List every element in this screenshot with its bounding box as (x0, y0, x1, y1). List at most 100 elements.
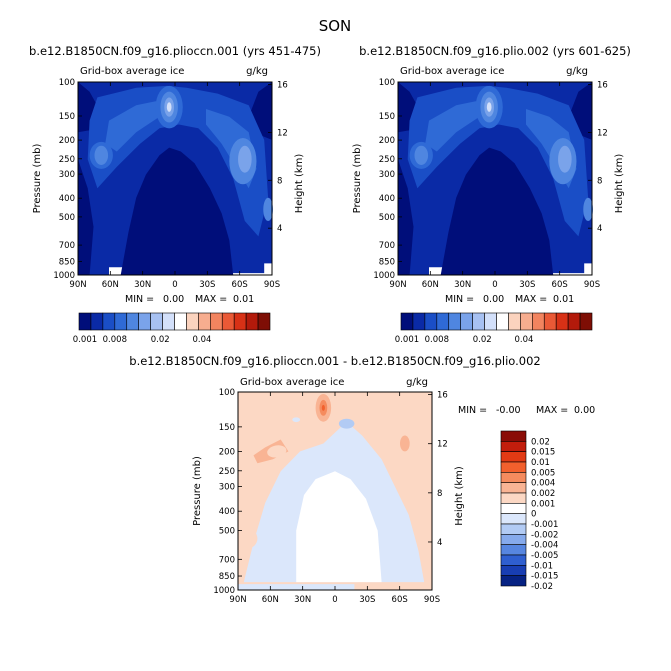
x-tick-label: 30N (134, 280, 151, 290)
x-tick-label: 60N (262, 595, 279, 605)
diff-level-neg-surface (238, 584, 355, 590)
colorbar-label: 0.04 (192, 335, 211, 345)
max-value: 0.01 (553, 294, 574, 305)
colorbar-swatch (496, 312, 509, 331)
colorbar-label: 0.008 (425, 335, 449, 345)
diff-level-neg-north-upper (292, 417, 301, 423)
y-tick-label: 400 (379, 194, 395, 204)
colorbar-label: 0.01 (531, 458, 550, 468)
y-tick-label: 500 (59, 213, 75, 223)
contour-level-0-north-pole (78, 159, 94, 275)
colorbar-swatch (162, 312, 175, 331)
colorbar-swatch (436, 312, 450, 331)
colorbar-swatch (221, 312, 235, 331)
colorbar-label: -0.002 (531, 530, 558, 540)
y-right-tick-label: 16 (277, 80, 288, 90)
colorbar-swatch (186, 312, 199, 331)
colorbar-label: 0.004 (531, 479, 555, 489)
y-tick-label: 250 (219, 467, 235, 477)
y-tick-label: 250 (59, 155, 75, 165)
y-tick-label: 100 (59, 78, 75, 88)
units-label: g/kg (566, 66, 588, 77)
contour-level-7-equator (486, 102, 492, 112)
colorbar-swatch (500, 534, 527, 545)
max-value: 0.01 (233, 294, 254, 305)
colorbar-label: -0.01 (531, 561, 553, 571)
y-tick-label: 300 (219, 482, 235, 492)
chart-panel-1: b.e12.B1850CN.f09_g16.plioccn.001 (yrs 4… (29, 44, 321, 345)
x-tick-label: 90S (264, 280, 280, 290)
field-name-label: Grid-box average ice (240, 377, 344, 388)
x-tick-label: 60S (552, 280, 568, 290)
y-tick-label: 700 (379, 241, 395, 251)
colorbar-swatch (500, 492, 527, 504)
contour-level-0-south-upper (248, 82, 272, 140)
colorbar-label: -0.02 (531, 582, 553, 592)
contour-level-0-north-pole (398, 159, 414, 275)
contour-level-4-south-pole (583, 197, 593, 221)
chart-panel-3: b.e12.B1850CN.f09_g16.plioccn.001 - b.e1… (129, 354, 595, 605)
colorbar-swatch (520, 312, 533, 331)
colorbar-swatch (174, 312, 187, 331)
colorbar-swatch (472, 312, 485, 331)
colorbar-swatch (126, 312, 139, 331)
x-tick-label: 60N (102, 280, 119, 290)
colorbar-swatch (424, 312, 438, 331)
y-tick-label: 850 (59, 257, 75, 267)
colorbar-swatch (198, 312, 211, 331)
colorbar-swatch (579, 312, 593, 331)
colorbar-label: 0.02 (151, 335, 170, 345)
colorbar-swatch (500, 523, 527, 535)
y-tick-label: 200 (59, 136, 75, 146)
chart-panel-2: b.e12.B1850CN.f09_g16.plio.002 (yrs 601-… (352, 44, 631, 345)
colorbar-label: 0.02 (531, 437, 550, 447)
x-tick-label: 90S (424, 595, 440, 605)
y-tick-label: 400 (219, 507, 235, 517)
colorbar-label: 0.002 (531, 489, 555, 499)
colorbar-swatch (543, 312, 557, 331)
min-value: -0.00 (496, 405, 521, 416)
colorbar-swatch (412, 312, 426, 331)
panel-title: b.e12.B1850CN.f09_g16.plio.002 (yrs 601-… (359, 44, 631, 58)
y-tick-label: 300 (379, 170, 395, 180)
y-right-tick-label: 12 (597, 128, 608, 138)
x-tick-label: 30S (519, 280, 535, 290)
colorbar: 0.020.0150.010.0050.0040.0020.0010-0.001… (500, 430, 558, 592)
colorbar-label: 0.04 (514, 335, 533, 345)
colorbar-label: -0.015 (531, 572, 558, 582)
colorbar-label: 0.005 (531, 468, 555, 478)
colorbar-swatch (257, 312, 271, 331)
y-right-tick-label: 4 (277, 224, 282, 234)
contour-level-4-north (414, 145, 429, 165)
colorbar-swatch (500, 513, 527, 525)
y-axis-title: Pressure (mb) (32, 144, 43, 214)
x-tick-label: 60S (232, 280, 248, 290)
y-tick-label: 100 (219, 388, 235, 398)
x-tick-label: 30N (294, 595, 311, 605)
min-label: MIN = (445, 294, 474, 305)
colorbar-swatch (532, 312, 545, 331)
x-tick-label: 90N (69, 280, 86, 290)
colorbar-swatch (90, 312, 104, 331)
x-tick-label: 30S (359, 595, 375, 605)
colorbar-label: 0.008 (103, 335, 127, 345)
contour-level-5-south (558, 145, 572, 173)
y-tick-label: 850 (379, 257, 395, 267)
colorbar-label: -0.001 (531, 520, 558, 530)
y-tick-label: 150 (379, 112, 395, 122)
y-tick-label: 1000 (53, 271, 75, 281)
diff-level-neg-equator-upper (338, 418, 355, 429)
y-tick-label: 200 (219, 448, 235, 458)
colorbar-label: 0.001 (73, 335, 97, 345)
contour-level-5-south (238, 145, 252, 173)
panel-title: b.e12.B1850CN.f09_g16.plioccn.001 - b.e1… (129, 354, 540, 368)
diff-level-zero-interior (296, 471, 382, 583)
min-label: MIN = (125, 294, 154, 305)
y-axis-title: Pressure (mb) (352, 144, 363, 214)
min-value: 0.00 (163, 294, 184, 305)
colorbar-label: -0.005 (531, 551, 558, 561)
y-tick-label: 300 (59, 170, 75, 180)
colorbar-swatch (555, 312, 569, 331)
colorbar: 0.001 0.008 0.02 0.04 (73, 312, 271, 345)
min-value: 0.00 (483, 294, 504, 305)
